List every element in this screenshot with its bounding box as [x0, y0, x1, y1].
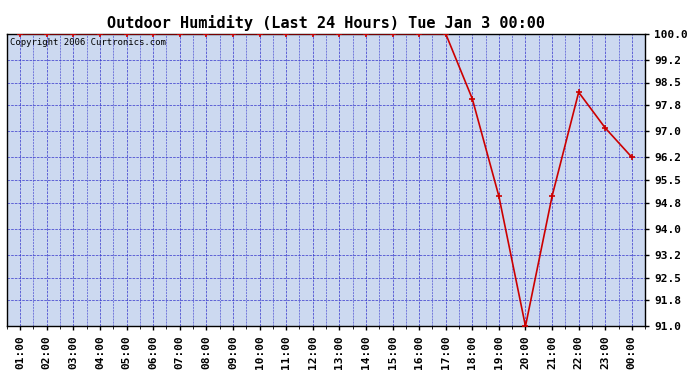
Title: Outdoor Humidity (Last 24 Hours) Tue Jan 3 00:00: Outdoor Humidity (Last 24 Hours) Tue Jan… [107, 15, 545, 31]
Text: Copyright 2006 Curtronics.com: Copyright 2006 Curtronics.com [10, 38, 166, 47]
